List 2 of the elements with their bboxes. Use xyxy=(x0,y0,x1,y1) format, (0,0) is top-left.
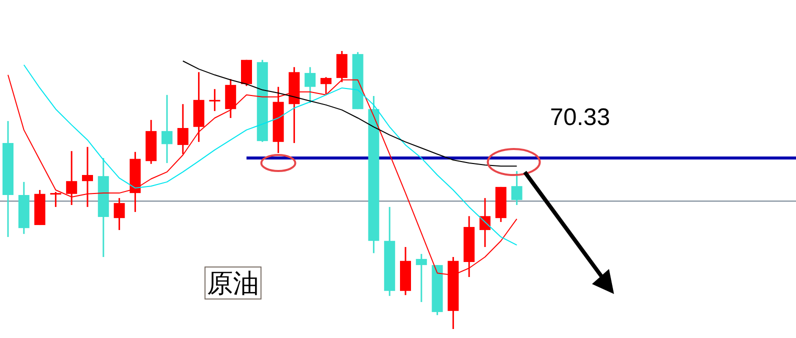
annotation: 70.33 xyxy=(550,104,610,131)
annotation: 原油 xyxy=(204,266,262,300)
